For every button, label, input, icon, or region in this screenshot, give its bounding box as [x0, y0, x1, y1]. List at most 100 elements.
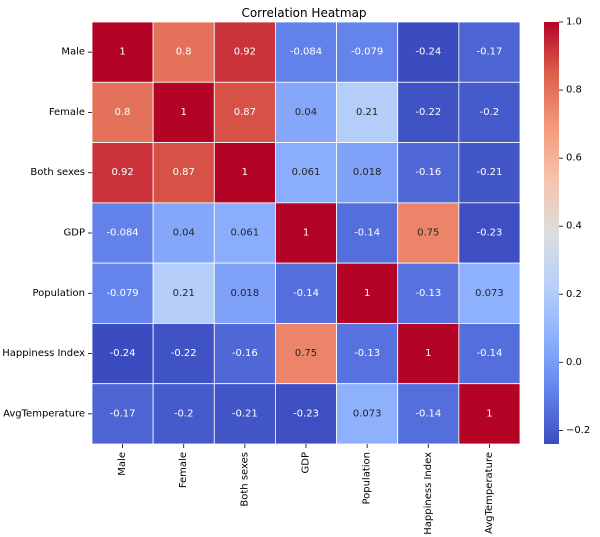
y-tick-label-6: AvgTemperature — [3, 408, 85, 419]
cell-value-label-5-2: -0.16 — [232, 348, 258, 359]
cell-value-label-1-0: 0.8 — [115, 107, 131, 118]
y-tick-label-4: Population — [32, 288, 85, 299]
cell-value-label-4-6: 0.073 — [475, 288, 504, 299]
colorbar-tick-label-4: 0.2 — [566, 289, 582, 300]
cell-value-label-3-4: -0.14 — [354, 228, 380, 239]
cell-value-label-2-3: 0.061 — [292, 167, 321, 178]
cell-value-label-1-1: 1 — [181, 107, 187, 118]
heatmap-cell-6-2 — [213, 383, 276, 445]
cell-value-label-5-4: -0.13 — [354, 348, 380, 359]
colorbar-gradient — [544, 22, 559, 444]
heatmap-cell-6-0 — [91, 383, 154, 445]
y-tick-label-3: GDP — [64, 228, 85, 239]
heatmap-cell-1-2 — [213, 81, 276, 143]
colorbar-tick-label-2: 0.6 — [566, 153, 582, 164]
cell-value-label-6-5: -0.14 — [415, 408, 441, 419]
heatmap-cell-1-6 — [458, 81, 521, 143]
x-tick-label-2: Both sexes — [239, 452, 250, 507]
cell-value-label-3-1: 0.04 — [173, 228, 195, 239]
heatmap-cell-5-3 — [275, 323, 337, 385]
cell-value-label-5-6: -0.14 — [476, 348, 502, 359]
heatmap-cell-4-6 — [458, 262, 521, 324]
cell-value-label-1-3: 0.04 — [295, 107, 317, 118]
cell-value-label-6-4: 0.073 — [353, 408, 382, 419]
heatmap-cell-0-1 — [152, 21, 215, 83]
cell-value-label-4-1: 0.21 — [173, 288, 195, 299]
heatmap-cell-3-3 — [275, 202, 337, 264]
heatmap-cell-1-4 — [336, 81, 399, 143]
heatmap-cell-0-3 — [275, 21, 337, 83]
y-tick-label-2: Both sexes — [30, 167, 85, 178]
heatmap-cell-2-3 — [275, 142, 337, 204]
y-axis-ticks: Male Female Both sexes GDP Population Happine… — [2, 47, 92, 419]
y-tick-label-0: Male — [61, 47, 85, 58]
heatmap-cell-2-4 — [336, 142, 399, 204]
heatmap-cell-5-4 — [336, 323, 399, 385]
heatmap-cell-4-2 — [213, 262, 276, 324]
heatmap-cell-3-0 — [91, 202, 154, 264]
heatmap-cell-6-3 — [275, 383, 337, 445]
cell-value-label-3-5: 0.75 — [417, 228, 439, 239]
heatmap-cell-2-1 — [152, 142, 215, 204]
heatmap-cell-0-4 — [336, 21, 399, 83]
cell-value-label-1-6: -0.2 — [480, 107, 500, 118]
cell-value-label-5-3: 0.75 — [295, 348, 317, 359]
colorbar-tick-label-1: 0.8 — [566, 85, 582, 96]
heatmap-cell-2-5 — [397, 142, 460, 204]
heatmap-cell-5-6 — [458, 323, 521, 385]
heatmap-cell-0-2 — [213, 21, 276, 83]
cell-value-label-0-4: -0.079 — [351, 47, 383, 58]
heatmap-cell-0-0 — [91, 21, 154, 83]
cell-value-label-0-3: -0.084 — [290, 47, 322, 58]
colorbar: 1.0 0.8 0.6 0.4 0.2 0.0 −0.2 — [544, 17, 590, 444]
heatmap-cell-3-6 — [458, 202, 521, 264]
cell-value-label-6-0: -0.17 — [110, 408, 136, 419]
x-tick-label-0: Male — [117, 452, 128, 476]
heatmap-cell-2-2 — [213, 142, 276, 204]
heatmap-cell-6-4 — [336, 383, 399, 445]
x-tick-label-6: AvgTemperature — [484, 452, 495, 534]
cell-value-label-0-6: -0.17 — [476, 47, 502, 58]
cell-value-label-3-3: 1 — [303, 228, 309, 239]
x-tick-label-1: Female — [178, 452, 189, 488]
cell-value-label-5-5: 1 — [425, 348, 431, 359]
y-tick-label-5: Happiness Index — [2, 348, 85, 359]
cell-value-label-0-0: 1 — [119, 47, 125, 58]
heatmap-cell-5-1 — [152, 323, 215, 385]
cell-value-label-6-3: -0.23 — [293, 408, 319, 419]
cell-value-label-2-6: -0.21 — [476, 167, 502, 178]
cell-value-label-4-0: -0.079 — [106, 288, 138, 299]
cell-value-label-6-2: -0.21 — [232, 408, 258, 419]
heatmap-cell-4-0 — [91, 262, 154, 324]
cell-value-label-4-5: -0.13 — [415, 288, 441, 299]
heatmap-cell-1-5 — [397, 81, 460, 143]
cell-value-label-0-1: 0.8 — [176, 47, 192, 58]
cell-value-label-5-1: -0.22 — [171, 348, 197, 359]
heatmap-cell-5-2 — [213, 323, 276, 385]
cell-value-label-0-5: -0.24 — [415, 47, 441, 58]
x-tick-label-4: Population — [362, 452, 373, 505]
heatmap-cell-6-6 — [458, 383, 521, 445]
x-tick-label-5: Happiness Index — [423, 452, 434, 535]
colorbar-tick-label-0: 1.0 — [566, 17, 582, 28]
x-axis-ticks: Male Female Both sexes GDP Population Happine… — [117, 444, 495, 535]
x-tick-label-3: GDP — [301, 452, 312, 473]
cell-value-label-3-6: -0.23 — [476, 228, 502, 239]
y-tick-label-1: Female — [49, 107, 85, 118]
heatmap-cell-5-0 — [91, 323, 154, 385]
heatmap-cell-0-5 — [397, 21, 460, 83]
heatmap-cell-3-5 — [397, 202, 460, 264]
cell-value-label-3-0: -0.084 — [106, 228, 138, 239]
colorbar-tick-label-6: −0.2 — [566, 425, 590, 436]
heatmap-cell-3-1 — [152, 202, 215, 264]
cell-value-label-4-3: -0.14 — [293, 288, 319, 299]
cell-value-label-5-0: -0.24 — [110, 348, 136, 359]
cell-value-label-2-2: 1 — [242, 167, 248, 178]
heatmap-cell-2-6 — [458, 142, 521, 204]
chart-title: Correlation Heatmap — [241, 6, 366, 20]
heatmap-cells: 1 0.8 0.92 -0.084 -0.079 -0.24 -0.17 0.8 1 0.87 0.… — [91, 21, 521, 445]
cell-value-label-1-5: -0.22 — [415, 107, 441, 118]
cell-value-label-4-4: 1 — [364, 288, 370, 299]
cell-value-label-3-2: 0.061 — [231, 228, 260, 239]
colorbar-tick-label-3: 0.4 — [566, 221, 582, 232]
